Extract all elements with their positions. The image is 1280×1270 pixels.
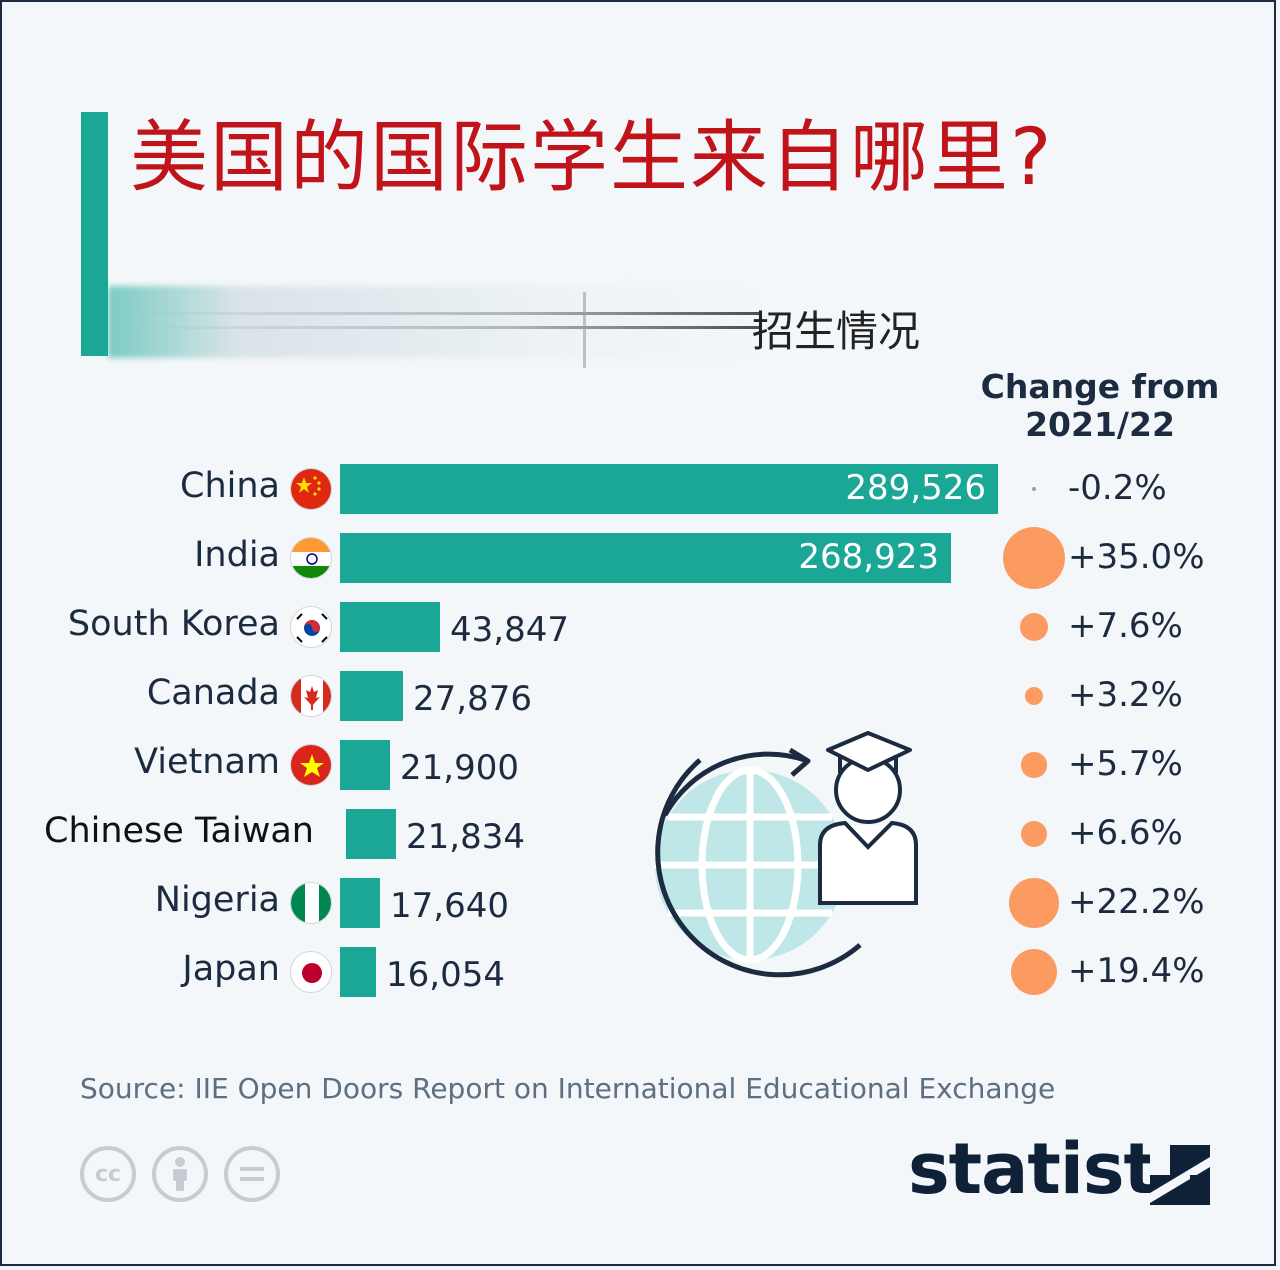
subtitle-smear (108, 286, 758, 358)
chart-title: 美国的国际学生来自哪里? (130, 113, 1054, 203)
canada-flag-icon (290, 675, 332, 717)
country-label: Canada (146, 673, 280, 713)
change-label: -0.2% (1068, 468, 1167, 508)
china-flag-icon (290, 468, 332, 510)
source-note: Source: IIE Open Doors Report on Interna… (80, 1072, 1056, 1105)
change-label: +19.4% (1068, 951, 1205, 991)
globe-student-icon (655, 731, 918, 978)
bar (340, 464, 998, 514)
japan-flag-icon (290, 951, 332, 993)
bar (340, 740, 390, 790)
change-bubble (1031, 486, 1037, 492)
country-label: South Korea (67, 604, 280, 644)
change-label: +3.2% (1068, 675, 1183, 715)
change-header: Change from 2021/22 (980, 367, 1220, 444)
bar (340, 602, 440, 652)
bar (340, 671, 403, 721)
change-bubble (1009, 878, 1059, 928)
smear-line (130, 312, 760, 315)
bar (340, 947, 376, 997)
country-label: Vietnam (134, 742, 280, 782)
india-flag-icon (290, 537, 332, 579)
value-label: 289,526 (845, 468, 986, 508)
value-label: 27,876 (413, 679, 532, 719)
value-label: 16,054 (386, 955, 505, 995)
vietnam-flag-icon (290, 744, 332, 786)
country-label: China (180, 466, 280, 506)
no-derivatives-icon[interactable] (224, 1146, 280, 1202)
value-label: 17,640 (390, 886, 509, 926)
country-label: Nigeria (154, 880, 280, 920)
value-label: 43,847 (450, 610, 569, 650)
country-label: Japan (182, 949, 280, 989)
change-label: +6.6% (1068, 813, 1183, 853)
accent-bar (81, 112, 108, 356)
change-label: +7.6% (1068, 606, 1183, 646)
change-bubble (1020, 820, 1048, 848)
change-bubble (1024, 686, 1044, 706)
country-label: India (194, 535, 280, 575)
bar (340, 878, 380, 928)
value-label: 21,834 (406, 817, 525, 857)
change-bubble (1010, 948, 1058, 996)
bar (346, 809, 396, 859)
change-label: +35.0% (1068, 537, 1205, 577)
change-bubble (1003, 527, 1065, 589)
statista-logo-icon[interactable] (1150, 1145, 1210, 1205)
change-bubble (1019, 612, 1049, 642)
cc-icon[interactable]: cc (80, 1146, 136, 1202)
value-label: 268,923 (798, 537, 939, 577)
change-label: +5.7% (1068, 744, 1183, 784)
change-label: +22.2% (1068, 882, 1205, 922)
chart-subtitle: 招生情况 (752, 307, 921, 356)
country-label: Chinese Taiwan (44, 811, 314, 851)
smear-tick (583, 292, 586, 368)
nigeria-flag-icon (290, 882, 332, 924)
value-label: 21,900 (400, 748, 519, 788)
smear-line (130, 326, 760, 329)
south-korea-flag-icon (290, 606, 332, 648)
bar (340, 533, 951, 583)
attribution-icon[interactable] (152, 1146, 208, 1202)
change-bubble (1021, 752, 1047, 778)
